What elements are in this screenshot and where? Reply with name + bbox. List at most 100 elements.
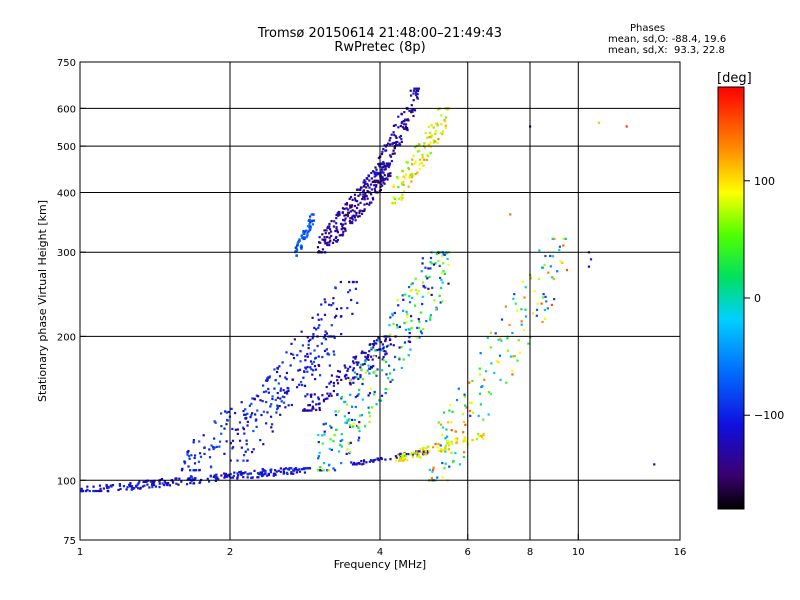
- data-point: [403, 452, 406, 455]
- data-point: [378, 164, 381, 168]
- data-point: [544, 317, 547, 320]
- data-point: [329, 380, 333, 383]
- data-point: [338, 213, 341, 216]
- data-point: [477, 434, 481, 438]
- colorbar-tick-label: −100: [754, 409, 784, 422]
- data-point: [255, 418, 258, 421]
- data-point: [187, 449, 190, 453]
- data-point: [382, 346, 385, 349]
- data-point: [193, 456, 196, 460]
- data-point: [287, 389, 290, 393]
- data-point: [424, 275, 428, 278]
- data-point: [141, 485, 145, 488]
- data-point: [408, 175, 412, 178]
- data-point: [246, 459, 249, 462]
- data-point: [186, 451, 189, 454]
- data-point: [117, 488, 120, 492]
- data-point: [464, 423, 467, 426]
- data-point: [229, 459, 232, 462]
- data-point: [318, 324, 321, 327]
- data-point: [303, 237, 306, 241]
- data-point: [198, 452, 202, 455]
- data-point: [356, 215, 360, 218]
- data-point: [250, 402, 253, 405]
- data-point: [311, 219, 314, 222]
- data-point: [482, 437, 485, 440]
- data-point: [397, 126, 400, 129]
- data-point: [444, 116, 448, 119]
- data-point: [505, 381, 508, 384]
- data-point: [391, 312, 394, 315]
- data-point: [166, 483, 169, 486]
- data-point: [368, 411, 371, 414]
- data-point: [425, 319, 428, 323]
- data-point: [430, 476, 434, 480]
- data-point: [324, 397, 327, 400]
- data-point: [275, 411, 278, 414]
- data-point: [261, 467, 264, 471]
- data-point: [357, 377, 360, 381]
- data-point: [79, 489, 83, 493]
- data-point: [318, 374, 322, 377]
- data-point: [250, 476, 253, 480]
- data-point: [397, 185, 400, 189]
- data-point: [309, 338, 312, 341]
- data-point: [188, 477, 191, 480]
- data-point: [340, 332, 343, 336]
- data-point: [366, 355, 369, 359]
- data-point: [177, 483, 180, 486]
- data-point: [419, 311, 423, 314]
- data-point: [402, 358, 405, 361]
- data-point: [366, 189, 369, 193]
- data-point: [262, 390, 266, 394]
- data-point: [363, 182, 367, 186]
- data-point: [357, 424, 360, 427]
- data-point: [323, 240, 326, 243]
- data-point: [284, 406, 287, 409]
- data-point: [471, 411, 475, 414]
- data-point: [232, 446, 235, 449]
- data-point: [194, 469, 197, 472]
- data-point: [339, 222, 343, 226]
- data-point: [304, 359, 307, 362]
- data-point: [544, 295, 547, 299]
- data-point: [296, 244, 299, 247]
- data-point: [363, 198, 366, 201]
- data-point: [520, 308, 523, 311]
- data-point: [479, 352, 482, 355]
- data-point: [411, 158, 414, 161]
- data-point: [274, 473, 277, 476]
- data-point: [353, 204, 357, 208]
- data-point: [400, 122, 403, 125]
- data-point: [357, 436, 361, 439]
- data-point: [310, 409, 313, 412]
- data-point: [311, 337, 314, 340]
- data-point: [264, 470, 267, 474]
- data-point: [330, 448, 333, 451]
- data-point: [433, 140, 437, 143]
- data-point: [349, 206, 352, 209]
- data-point: [260, 471, 264, 474]
- data-point: [380, 162, 384, 165]
- colorbar: [717, 86, 745, 510]
- data-point: [404, 118, 407, 121]
- data-point: [330, 234, 333, 238]
- data-point: [167, 482, 170, 485]
- data-point: [414, 172, 417, 176]
- data-point: [191, 477, 194, 480]
- data-point: [413, 87, 416, 90]
- data-point: [97, 489, 100, 493]
- data-point: [430, 262, 433, 265]
- data-point: [354, 405, 357, 409]
- data-point: [391, 142, 394, 145]
- data-point: [342, 230, 345, 233]
- data-point: [392, 344, 395, 347]
- data-point: [371, 342, 375, 346]
- data-point: [343, 415, 346, 418]
- data-point: [214, 476, 217, 479]
- data-point: [415, 87, 418, 90]
- data-point: [553, 237, 556, 241]
- y-tick-label: 400: [57, 188, 76, 199]
- data-point: [359, 414, 362, 417]
- data-point: [398, 325, 401, 329]
